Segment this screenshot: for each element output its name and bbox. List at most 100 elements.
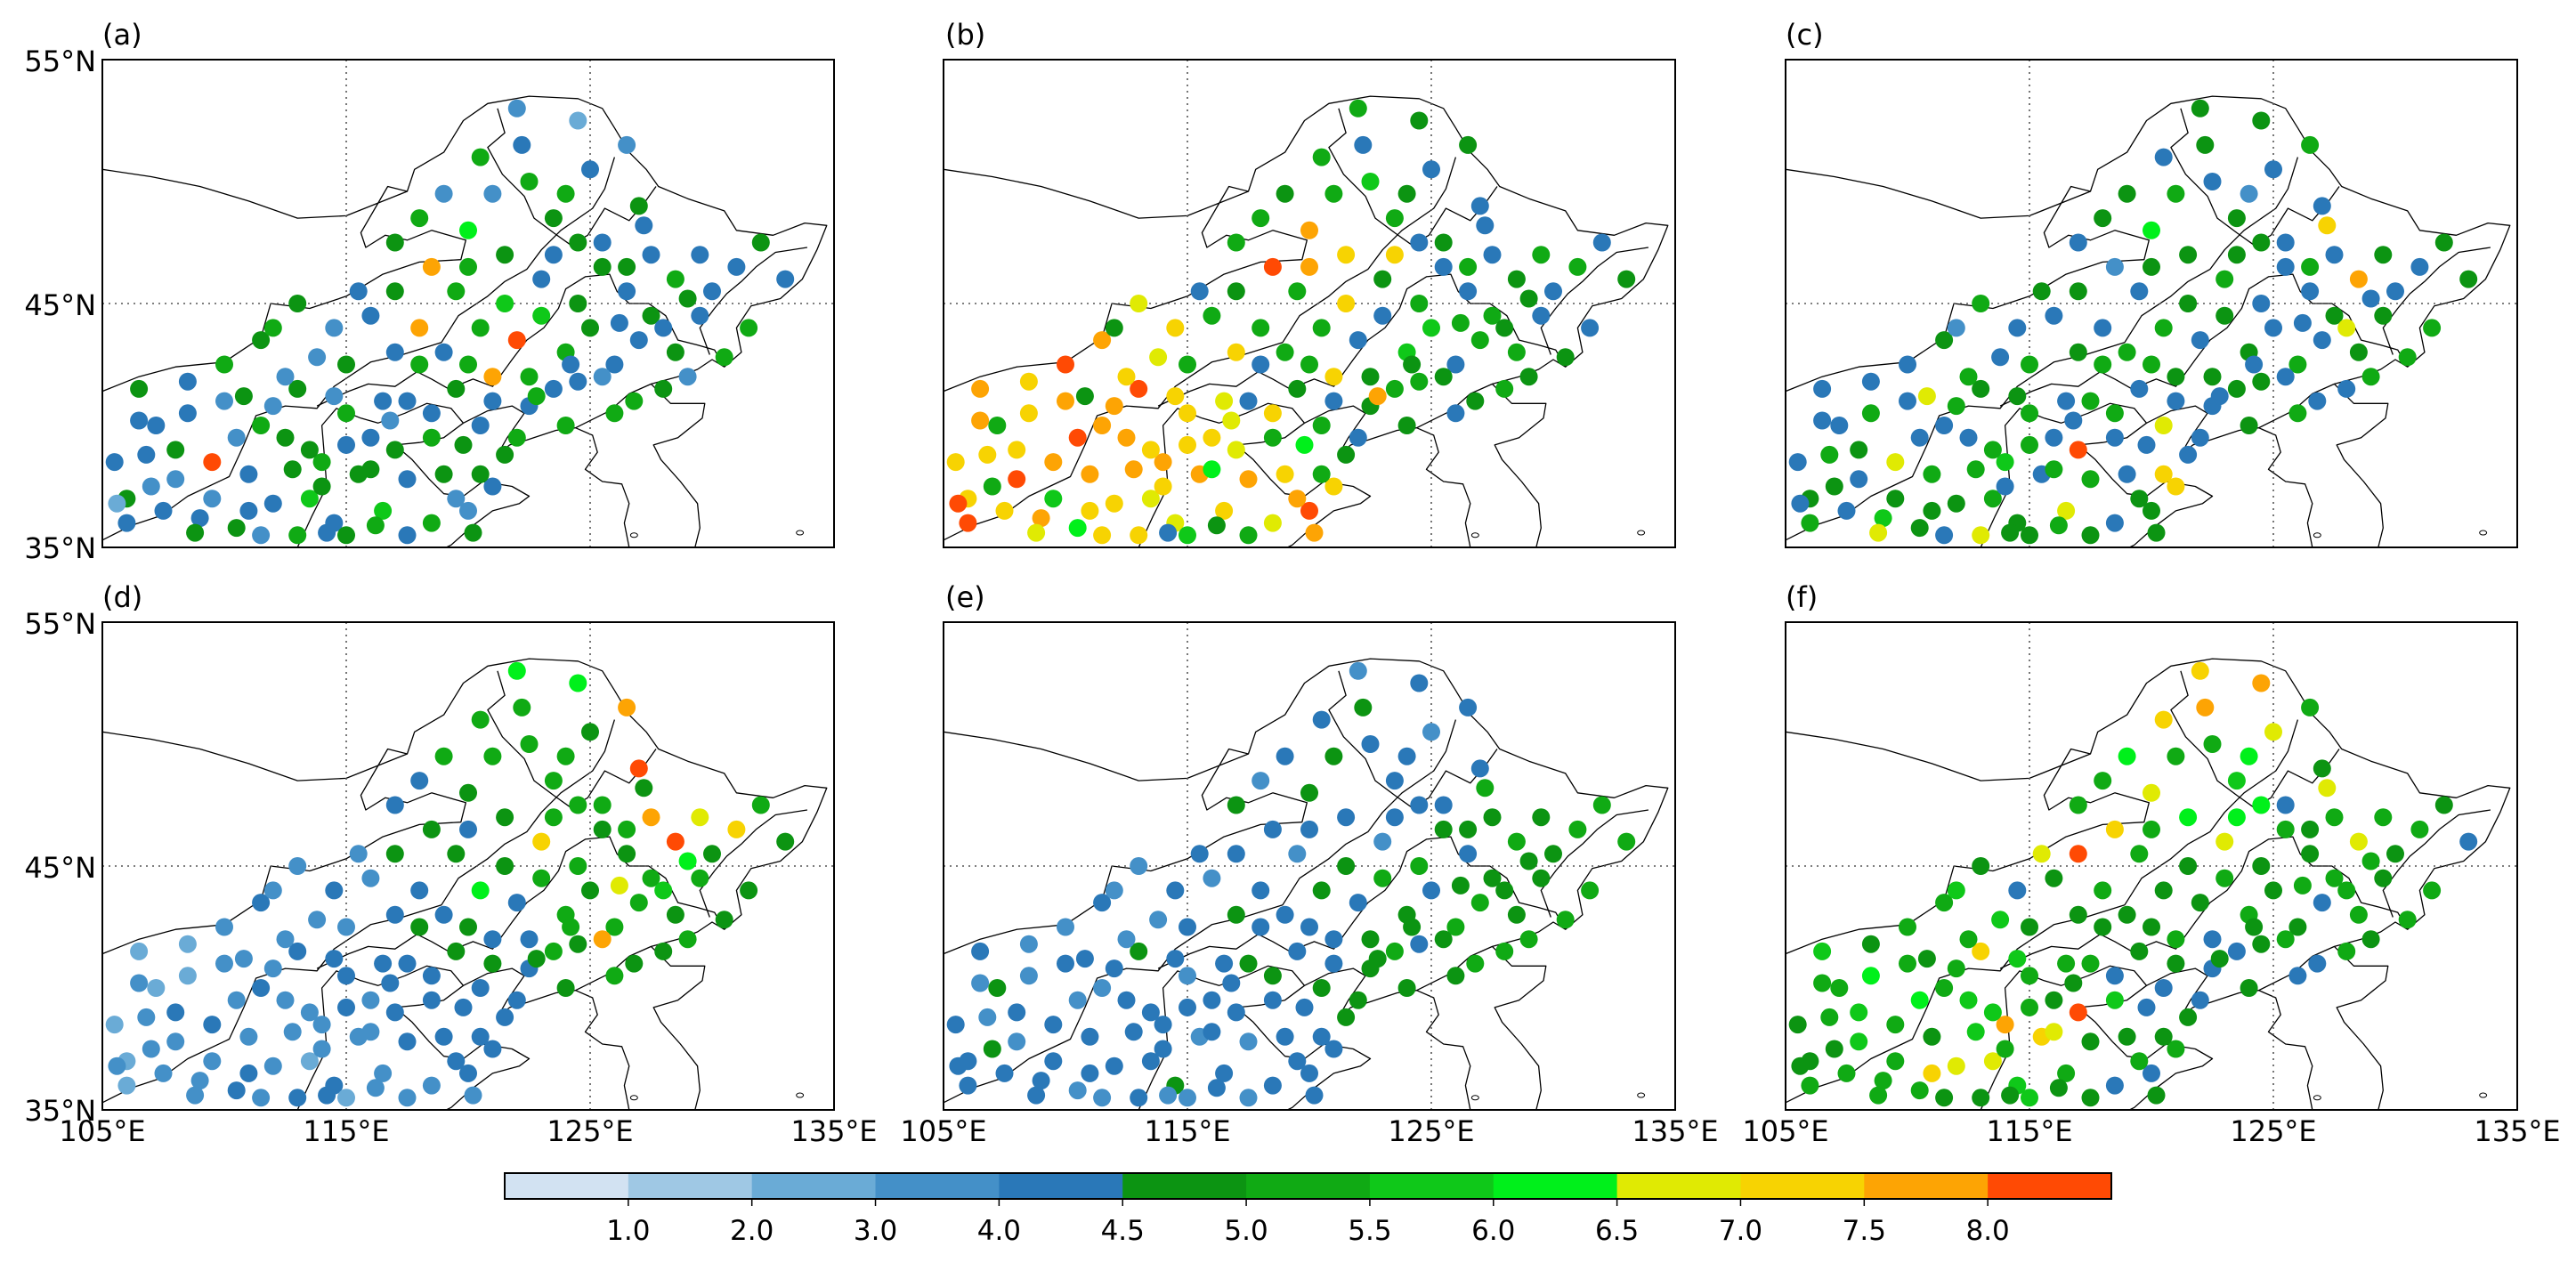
station-marker [1434,368,1453,386]
station-marker [1027,523,1046,542]
station-marker [569,674,587,692]
station-marker [1263,820,1282,838]
station-marker [1983,1052,2002,1071]
station-marker [1861,372,1880,391]
station-marker [1935,417,1954,434]
station-marker [1483,869,1502,887]
station-marker [1813,411,1832,430]
station-marker [166,470,185,489]
station-marker [288,526,307,545]
station-marker [447,282,466,301]
station-marker [2410,257,2429,276]
map-frame [101,621,835,1111]
station-marker [1179,967,1196,985]
station-marker [1917,950,1936,968]
station-marker [2008,319,2027,337]
station-marker [2203,735,2222,753]
station-marker [2293,876,2312,895]
station-marker [361,306,380,325]
station-marker [1947,397,1965,416]
station-marker [2118,905,2136,924]
station-marker [288,942,307,960]
station-marker [1239,1032,1258,1051]
station-marker [234,950,253,968]
station-marker [434,343,453,361]
station-marker [1581,881,1600,900]
station-marker [1886,453,1905,472]
station-marker [2301,820,2320,838]
station-marker [1385,246,1404,264]
station-marker [1935,526,1954,545]
station-marker [2094,209,2112,228]
station-marker [1349,661,1367,680]
station-marker [1410,796,1429,814]
station-marker [2252,295,2271,312]
station-marker [2049,1079,2068,1097]
station-marker [605,404,624,423]
boundary-line [575,990,630,1110]
station-marker [691,306,709,325]
colorbar-box [1246,1173,1371,1199]
station-marker [1983,1003,2002,1022]
station-marker [569,857,587,875]
station-marker [1397,417,1416,434]
station-marker [2057,1064,2076,1082]
station-marker [2313,759,2331,778]
station-marker [527,950,546,968]
station-marker [1996,477,2014,496]
colorbar-tick-label: 1.0 [606,1215,650,1247]
station-marker [727,820,746,838]
station-marker [410,918,429,936]
station-marker [1459,282,1478,301]
station-marker [1227,282,1245,301]
station-marker [1207,1079,1226,1097]
station-marker [507,99,526,117]
station-marker [2361,289,2380,308]
station-marker [1227,343,1245,361]
station-marker [1373,270,1392,288]
boundary-line [487,108,657,246]
station-marker [2398,348,2417,367]
station-marker [190,1072,209,1090]
station-marker [2049,516,2068,535]
station-marker [1288,282,1307,301]
station-marker [1972,942,1990,960]
station-marker [2154,148,2173,166]
station-marker [2337,379,2356,398]
station-marker [1507,343,1526,361]
station-marker [2191,894,2209,912]
station-marker [2167,1040,2185,1058]
station-marker [1349,428,1367,447]
station-marker [2179,1008,2198,1026]
station-marker [2118,1027,2136,1046]
boundary-line [2382,247,2491,355]
station-marker [1044,490,1063,508]
station-marker [2143,257,2160,276]
station-marker [2179,445,2198,464]
station-marker [2081,1089,2100,1107]
lat-label-45-top: 45°N [24,288,96,322]
island-outline [629,532,638,538]
station-marker [1179,435,1196,454]
station-marker [2325,869,2344,887]
colorbar-tick-label: 2.0 [730,1215,774,1247]
station-marker [593,796,612,814]
station-marker [1349,99,1367,117]
station-marker [154,501,173,520]
station-marker [447,490,466,508]
station-marker [1923,501,1941,520]
station-marker [569,295,587,312]
station-marker [2137,435,2156,454]
station-marker [2308,392,2327,410]
boundary-line [1328,108,1498,246]
station-marker [1410,233,1429,252]
station-marker [642,246,660,264]
station-marker [2094,355,2112,374]
boundary-line [944,95,1669,429]
station-marker [1899,355,1916,374]
station-marker [1519,289,1538,308]
station-marker [137,445,156,464]
station-marker [1451,313,1470,332]
station-marker [227,991,246,1009]
station-marker [459,221,477,239]
